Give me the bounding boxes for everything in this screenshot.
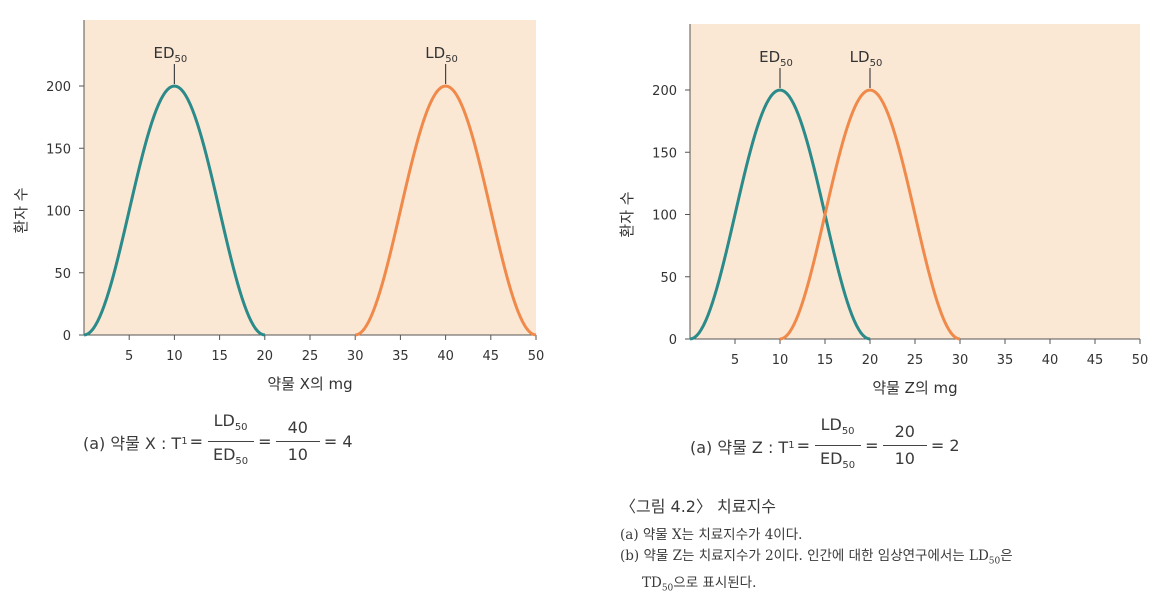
series-ed50 <box>689 88 871 341</box>
x-axis-label: 약물 X의 mg <box>267 375 352 393</box>
chart-1: 5 10 15 20 25 30 35 40 45 50 0 50 100 150 200 약물 X의 mg 환… <box>12 20 544 393</box>
y-tick-label: 50 <box>54 267 71 282</box>
formula-x-result: = 4 <box>323 432 353 452</box>
formula-z-ratio-value: 20 10 <box>882 423 927 469</box>
y-tick-label: 200 <box>46 80 71 95</box>
x-tick-label: 5 <box>731 353 739 368</box>
formula-x-num-label: LD <box>213 411 235 430</box>
x-tick-label: 40 <box>437 349 454 364</box>
y-tick-label: 0 <box>63 329 71 344</box>
x-axis-label: 약물 Z의 mg <box>872 379 957 397</box>
caption-line-a: (a) 약물 X는 치료지수가 4이다. <box>620 527 803 543</box>
y-tick-label: 150 <box>46 142 71 157</box>
x-tick-label: 35 <box>997 353 1014 368</box>
formula-x-num-value: 40 <box>275 419 320 443</box>
y-tick-label: 50 <box>660 271 677 286</box>
x-tick-label: 10 <box>166 349 183 364</box>
x-tick-label: 5 <box>125 349 133 364</box>
annotation-label-ld50: LD50 <box>425 44 458 65</box>
x-tick-label: 20 <box>862 353 879 368</box>
formula-x-ratio-label: LD50 ED50 <box>207 412 254 471</box>
caption-line-c: TD50으로 표시된다. <box>642 574 757 594</box>
x-tick-label: 25 <box>907 353 924 368</box>
x-tick-label: 20 <box>257 349 274 364</box>
x-tick-label: 30 <box>952 353 969 368</box>
y-tick-label: 150 <box>652 146 677 161</box>
y-tick-label: 200 <box>652 84 677 99</box>
plot-background <box>84 20 536 335</box>
figure-caption: 〈그림 4.2〉 치료지수 (a) 약물 X는 치료지수가 4이다. (b) 약… <box>620 493 1013 599</box>
x-tick-label: 50 <box>1132 353 1149 368</box>
series-ld50 <box>354 84 537 337</box>
formula-z-num-value: 20 <box>882 423 927 447</box>
caption-title: 〈그림 4.2〉 치료지수 <box>620 497 776 516</box>
annotation-label-ed50: ED50 <box>154 44 188 65</box>
series-ed50 <box>83 84 266 337</box>
y-axis-label: 환자 수 <box>12 187 30 233</box>
formula-x-ratio-value: 40 10 <box>275 419 320 465</box>
annotation-label-ed50: ED50 <box>759 48 793 69</box>
x-tick-label: 35 <box>392 349 409 364</box>
x-tick-label: 30 <box>347 349 364 364</box>
caption-line-b: (b) 약물 Z는 치료지수가 2이다. 인간에 대한 임상연구에서는 LD50… <box>620 548 1013 567</box>
x-tick-label: 10 <box>772 353 789 368</box>
formula-x-prefix: (a) 약물 X : T <box>83 433 182 453</box>
plot-background <box>690 24 1140 339</box>
x-tick-label: 25 <box>302 349 319 364</box>
x-tick-label: 45 <box>1087 353 1104 368</box>
y-tick-label: 100 <box>652 209 677 224</box>
formula-z-ratio-label: LD50 ED50 <box>814 416 861 475</box>
chart-2: 5 10 15 20 25 30 35 40 45 50 0 50 100 150 200 약물 Z의 mg 환… <box>618 24 1148 397</box>
x-tick-label: 15 <box>211 349 228 364</box>
formula-z-num-label: LD <box>820 415 842 434</box>
y-tick-label: 100 <box>46 205 71 220</box>
y-axis-label: 환자 수 <box>618 191 636 237</box>
formula-z-t-sub: 1 <box>788 440 795 452</box>
x-tick-label: 45 <box>483 349 500 364</box>
formula-z-den-value: 10 <box>894 449 915 469</box>
series-ld50 <box>779 88 961 341</box>
formula-x-den-label: ED <box>212 445 236 465</box>
formula-z-prefix: (a) 약물 Z : T <box>690 437 789 457</box>
formula-z-result: = 2 <box>930 436 960 456</box>
formula-x-den-value: 10 <box>287 445 308 465</box>
x-tick-label: 15 <box>817 353 834 368</box>
formula-z-den-label: ED <box>819 449 843 469</box>
x-tick-label: 40 <box>1042 353 1059 368</box>
y-tick-label: 0 <box>669 333 677 348</box>
formula-x-t-sub: 1 <box>181 436 188 448</box>
annotation-label-ld50: LD50 <box>850 48 883 69</box>
x-tick-label: 50 <box>528 349 545 364</box>
